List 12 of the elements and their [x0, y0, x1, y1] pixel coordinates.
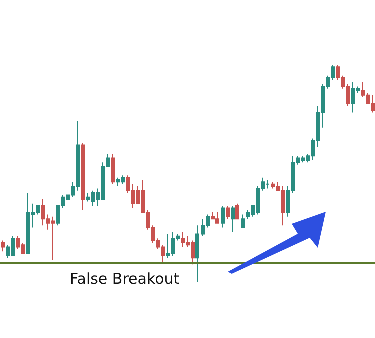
candlestick	[241, 214, 245, 228]
candlestick	[81, 142, 85, 211]
candlestick	[221, 206, 225, 228]
candlestick	[231, 206, 235, 233]
candlestick	[1, 240, 5, 252]
candlestick	[226, 206, 230, 220]
candlestick	[215, 212, 219, 224]
candlestick	[111, 153, 115, 185]
candlestick	[211, 212, 215, 220]
candlestick	[195, 225, 199, 282]
candlestick	[235, 203, 239, 220]
annotation: False Breakout	[70, 270, 180, 288]
